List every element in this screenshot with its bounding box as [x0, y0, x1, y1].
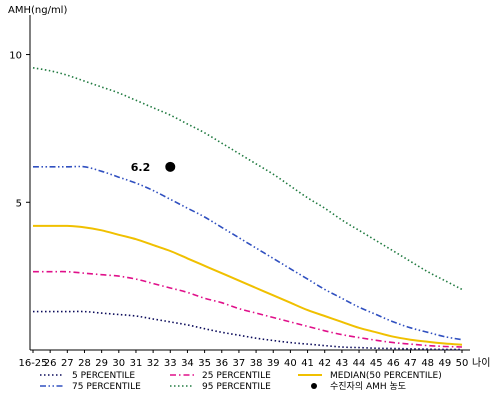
- x-tick-label: 46: [387, 358, 400, 369]
- y-ticks: 5 10: [9, 51, 30, 209]
- marker-value-label: 6.2: [131, 161, 151, 174]
- x-tick-label: 16-25: [18, 358, 47, 369]
- x-tick-label: 36: [215, 358, 228, 369]
- x-tick-label: 39: [267, 358, 280, 369]
- x-tick-label: 47: [404, 358, 417, 369]
- x-tick-label: 27: [61, 358, 74, 369]
- x-tick-label: 28: [78, 358, 91, 369]
- x-tick-label: 26: [44, 358, 57, 369]
- x-tick-label: 49: [438, 358, 451, 369]
- series-line-0: [33, 310, 463, 351]
- patient-amh-marker: [165, 161, 176, 172]
- x-tick-label: 31: [130, 358, 143, 369]
- x-tick-label: 42: [318, 358, 331, 369]
- x-tick-label: 33: [164, 358, 177, 369]
- x-tick-label: 35: [198, 358, 211, 369]
- x-tick-label: 50: [456, 358, 469, 369]
- x-tick-label: 44: [353, 358, 366, 369]
- legend-marker-swatch: [311, 383, 317, 389]
- series-line-4: [32, 67, 463, 291]
- legend-label-2: MEDIAN(50 PERCENTILE): [330, 371, 442, 381]
- legend-label-0: 5 PERCENTILE: [72, 371, 135, 381]
- legend-label-3: 75 PERCENTILE: [72, 382, 141, 392]
- y-axis-label: AMH(ng/ml): [8, 5, 67, 16]
- y-tick-label: 10: [9, 51, 22, 62]
- legend: 5 PERCENTILE 25 PERCENTILE MEDIAN(50 PERCE…: [40, 371, 442, 392]
- x-tick-label: 34: [181, 358, 194, 369]
- x-tick-label: 37: [233, 358, 246, 369]
- legend-marker-label: 수진자의 AMH 농도: [330, 381, 406, 392]
- x-tick-label: 43: [336, 358, 349, 369]
- x-tick-label: 45: [370, 358, 383, 369]
- x-tick-label: 41: [301, 358, 314, 369]
- y-tick-label: 5: [16, 198, 22, 209]
- x-tick-label: 40: [284, 358, 297, 369]
- series-lines: [32, 67, 463, 351]
- series-line-3: [32, 165, 463, 341]
- x-tick-label: 29: [95, 358, 108, 369]
- series-line-2: [32, 224, 463, 346]
- series-line-1: [33, 270, 463, 348]
- x-axis-label: 나이: [472, 357, 490, 369]
- x-tick-label: 48: [421, 358, 434, 369]
- x-tick-label: 38: [250, 358, 263, 369]
- legend-label-1: 25 PERCENTILE: [202, 371, 271, 381]
- x-tick-label: 32: [147, 358, 160, 369]
- x-tick-label: 30: [112, 358, 125, 369]
- legend-label-4: 95 PERCENTILE: [202, 382, 271, 392]
